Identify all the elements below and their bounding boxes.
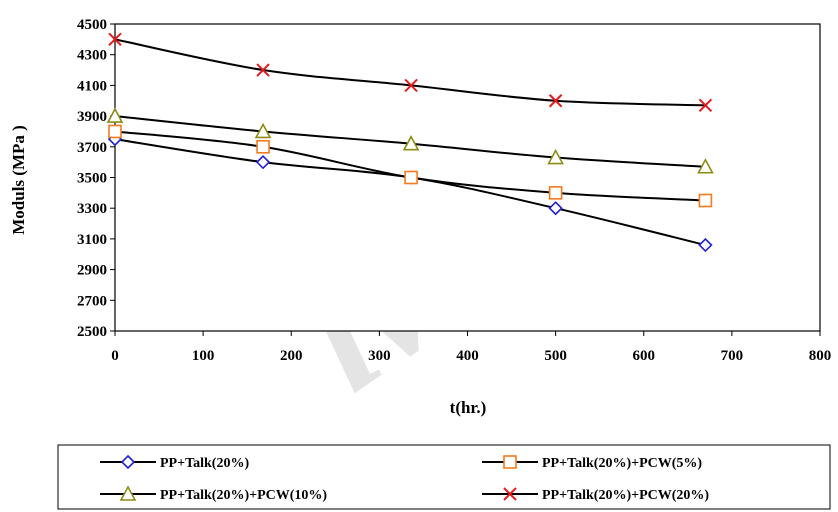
- x-tick-label: 200: [280, 348, 303, 364]
- legend-marker-triangle: [119, 485, 137, 501]
- series-4: [108, 32, 713, 113]
- legend-marker-x: [503, 487, 517, 501]
- legend-label: PP+Talk(20%)+PCW(5%): [542, 456, 702, 471]
- data-point-triangle: [254, 122, 272, 139]
- data-point-square: [256, 140, 270, 154]
- plot-area: [114, 23, 821, 332]
- x-tick-label: 500: [544, 348, 567, 364]
- y-axis-ticks: 2500 2700 2900 3100 3300 3500 3700 3900 4100 4300…: [77, 17, 115, 340]
- legend-item: PP+Talk(20%)+PCW(20%): [482, 487, 709, 503]
- y-tick-label: 4500: [77, 17, 107, 33]
- data-point-triangle: [547, 148, 564, 165]
- y-tick-label: 3900: [77, 109, 107, 125]
- y-tick-label: 2700: [77, 293, 107, 309]
- data-point-diamond: [548, 201, 563, 216]
- data-point-x: [256, 63, 270, 77]
- y-axis-title: Moduls (MPa ): [9, 125, 28, 235]
- data-point-diamond: [698, 237, 713, 253]
- x-tick-label: 0: [111, 348, 119, 364]
- legend-box: [57, 444, 831, 510]
- legend-item: PP+Talk(20%)+PCW(10%): [100, 485, 327, 503]
- legend-marker-square: [503, 455, 517, 469]
- data-point-triangle: [402, 135, 420, 151]
- y-tick-label: 2500: [77, 324, 107, 340]
- y-tick-label: 2900: [77, 263, 107, 279]
- y-tick-label: 3700: [77, 140, 107, 156]
- legend-marker-diamond: [120, 454, 136, 470]
- data-point-square: [108, 124, 122, 139]
- data-point-diamond: [255, 155, 271, 170]
- legend-item: PP+Talk(20%)+PCW(5%): [482, 455, 702, 471]
- data-point-square: [548, 186, 563, 200]
- y-tick-label: 3500: [77, 171, 107, 187]
- legend-item: PP+Talk(20%): [100, 454, 249, 471]
- legend-label: PP+Talk(20%)+PCW(20%): [542, 488, 709, 503]
- x-tick-label: 700: [721, 348, 744, 364]
- y-tick-label: 4300: [77, 48, 107, 64]
- y-tick-label: 3300: [77, 201, 107, 217]
- x-tick-label: 100: [192, 348, 215, 364]
- data-point-triangle: [697, 158, 714, 174]
- legend-label: PP+Talk(20%): [160, 456, 249, 471]
- series-layer: [106, 32, 714, 253]
- data-point-triangle: [106, 107, 124, 123]
- y-tick-label: 4100: [77, 78, 107, 94]
- x-tick-label: 300: [368, 348, 391, 364]
- data-point-x: [404, 78, 418, 93]
- x-tick-label: 600: [633, 348, 656, 364]
- legend-label: PP+Talk(20%)+PCW(10%): [160, 488, 327, 503]
- x-axis-title: t(hr.): [450, 398, 487, 417]
- y-tick-label: 3100: [77, 232, 107, 248]
- series-3: [106, 107, 714, 174]
- x-axis-ticks: 0 100 200 300 400 500 600 700 800: [111, 331, 831, 364]
- data-point-x: [698, 98, 713, 113]
- x-tick-label: 400: [456, 348, 479, 364]
- legend: PP+Talk(20%) PP+Talk(20%)+PCW(5%) PP+Talk(…: [57, 444, 831, 510]
- series-2: [108, 124, 713, 208]
- data-point-square: [698, 193, 713, 208]
- plot-frame: [114, 23, 821, 332]
- data-point-x: [548, 94, 563, 108]
- data-point-x: [108, 32, 122, 47]
- x-tick-label: 800: [809, 348, 832, 364]
- data-point-square: [404, 170, 418, 185]
